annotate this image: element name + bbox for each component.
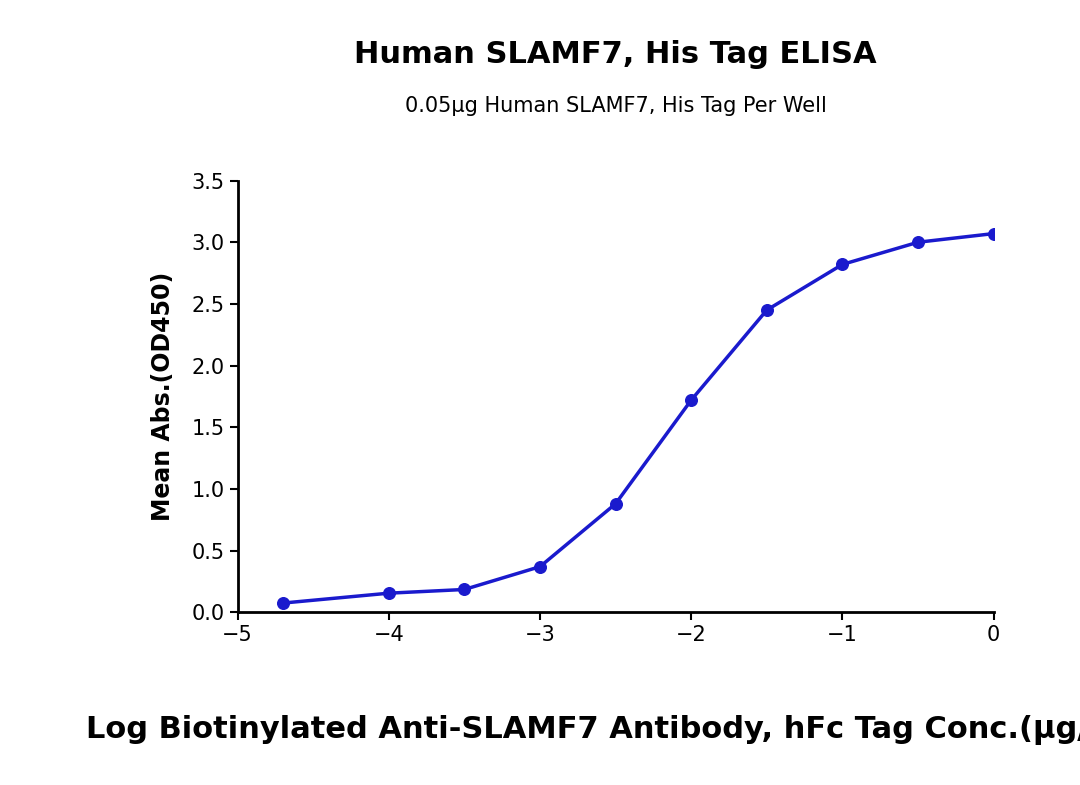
Y-axis label: Mean Abs.(OD450): Mean Abs.(OD450): [150, 272, 175, 521]
Point: [985, 228, 1002, 240]
Point: [380, 587, 397, 600]
Point: [607, 498, 624, 510]
Text: Human SLAMF7, His Tag ELISA: Human SLAMF7, His Tag ELISA: [354, 41, 877, 69]
Text: Log Biotinylated Anti-SLAMF7 Antibody, hFc Tag Conc.(μg/ml): Log Biotinylated Anti-SLAMF7 Antibody, h…: [86, 715, 1080, 745]
Point: [683, 394, 700, 407]
Point: [456, 583, 473, 596]
Point: [274, 597, 292, 609]
Text: 0.05μg Human SLAMF7, His Tag Per Well: 0.05μg Human SLAMF7, His Tag Per Well: [405, 96, 826, 116]
Point: [531, 560, 549, 573]
Point: [758, 304, 775, 316]
Point: [909, 236, 927, 249]
Point: [834, 258, 851, 271]
